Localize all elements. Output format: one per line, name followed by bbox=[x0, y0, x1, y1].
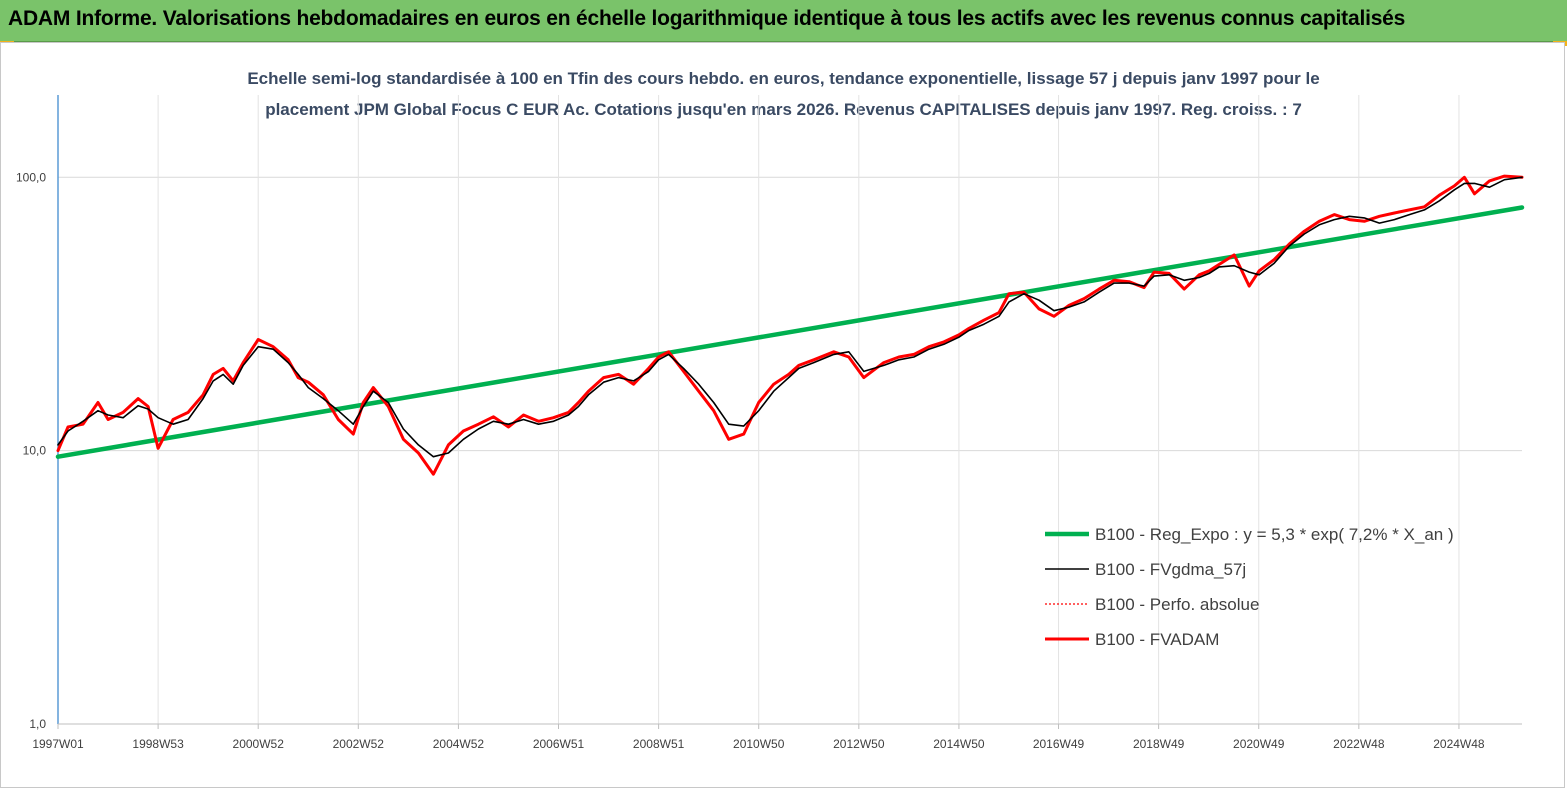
y-tick-label-1: 10,0 bbox=[23, 444, 47, 458]
legend-label-0: B100 - Reg_Expo : y = 5,3 * exp( 7,2% * … bbox=[1095, 525, 1454, 544]
series-line-1 bbox=[57, 176, 1523, 458]
chart-title-line-2: placement JPM Global Focus C EUR Ac. Cot… bbox=[265, 100, 1302, 119]
grid-lines bbox=[57, 95, 1522, 729]
legend-label-1: B100 - FVgdma_57j bbox=[1095, 560, 1246, 579]
x-tick-labels: 1997W01 1998W53 2000W52 2002W52 2004W52 2006W… bbox=[32, 737, 1485, 751]
legend-label-3: B100 - FVADAM bbox=[1095, 630, 1219, 649]
x-tick-label-11: 2018W49 bbox=[1133, 737, 1185, 751]
x-tick-label-10: 2016W49 bbox=[1033, 737, 1085, 751]
legend: B100 - Reg_Expo : y = 5,3 * exp( 7,2% * … bbox=[1045, 525, 1454, 649]
x-tick-label-0: 1997W01 bbox=[32, 737, 84, 751]
chart-frame bbox=[0, 42, 1565, 788]
x-tick-label-5: 2006W51 bbox=[533, 737, 585, 751]
x-tick-label-13: 2022W48 bbox=[1333, 737, 1385, 751]
x-tick-label-3: 2002W52 bbox=[333, 737, 385, 751]
x-tick-label-8: 2012W50 bbox=[833, 737, 885, 751]
chart-title-line-1: Echelle semi-log standardisée à 100 en T… bbox=[247, 69, 1320, 88]
series-lines bbox=[55, 174, 1525, 476]
legend-label-2: B100 - Perfo. absolue bbox=[1095, 595, 1259, 614]
x-tick-label-2: 2000W52 bbox=[233, 737, 285, 751]
x-tick-label-6: 2008W51 bbox=[633, 737, 685, 751]
x-tick-label-12: 2020W49 bbox=[1233, 737, 1285, 751]
y-tick-label-0: 1,0 bbox=[29, 717, 46, 731]
x-tick-label-14: 2024W48 bbox=[1433, 737, 1485, 751]
series-line-3 bbox=[56, 174, 1524, 476]
y-tick-labels: 1,0 10,0 100,0 bbox=[16, 170, 46, 731]
x-tick-label-9: 2014W50 bbox=[933, 737, 985, 751]
series-line-2 bbox=[57, 175, 1523, 475]
title-banner: ADAM Informe. Valorisations hebdomadaire… bbox=[0, 0, 1567, 42]
report-title: ADAM Informe. Valorisations hebdomadaire… bbox=[8, 7, 1406, 30]
y-tick-label-2: 100,0 bbox=[16, 170, 46, 184]
x-tick-label-4: 2004W52 bbox=[433, 737, 485, 751]
series-line-0 bbox=[55, 205, 1525, 459]
x-tick-label-7: 2010W50 bbox=[733, 737, 785, 751]
x-tick-label-1: 1998W53 bbox=[132, 737, 184, 751]
